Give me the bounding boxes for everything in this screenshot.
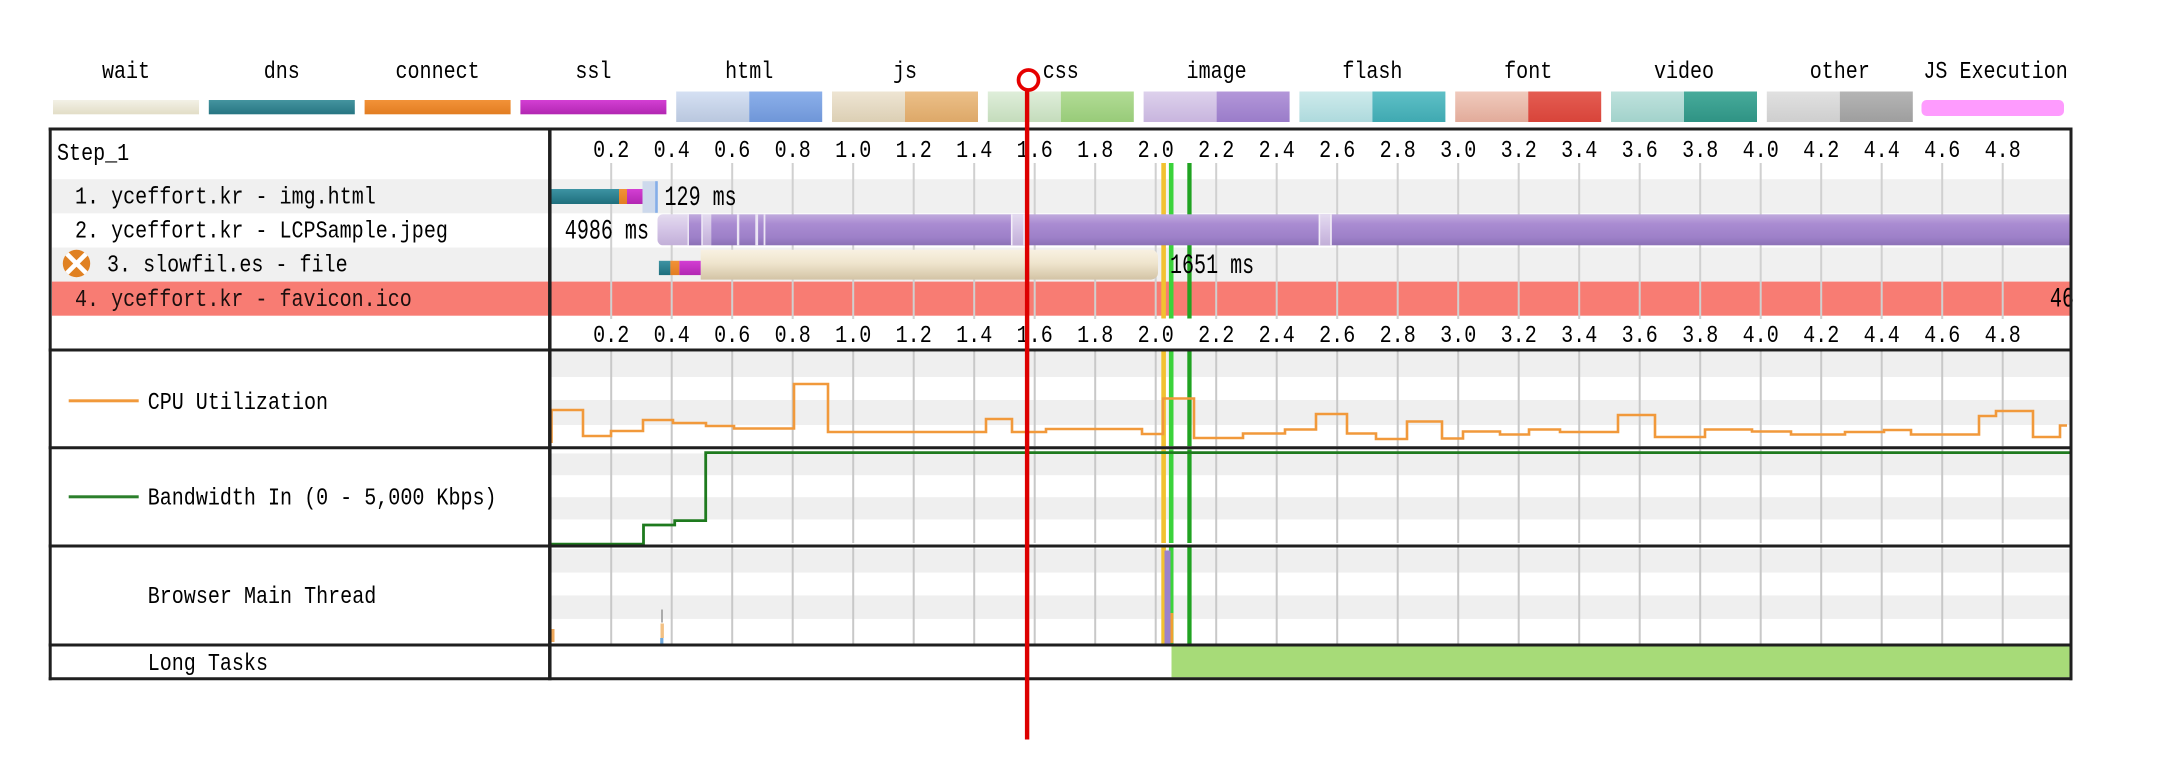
svg-text:css: css: [1043, 59, 1079, 86]
svg-text:2.6: 2.6: [1319, 138, 1355, 165]
svg-text:4.6: 4.6: [1924, 138, 1960, 165]
svg-text:2. yceffort.kr - LCPSample.jpe: 2. yceffort.kr - LCPSample.jpeg: [75, 219, 448, 246]
svg-text:other: other: [1810, 59, 1870, 86]
svg-text:font: font: [1504, 59, 1552, 86]
svg-text:1.6: 1.6: [1017, 138, 1053, 165]
svg-text:4.0: 4.0: [1743, 323, 1779, 350]
svg-text:3.0: 3.0: [1440, 323, 1476, 350]
svg-text:0.6: 0.6: [714, 323, 750, 350]
svg-text:2.8: 2.8: [1380, 138, 1416, 165]
svg-text:Long Tasks: Long Tasks: [148, 651, 268, 678]
svg-text:4.2: 4.2: [1803, 323, 1839, 350]
svg-text:3.0: 3.0: [1440, 138, 1476, 165]
svg-text:3.4: 3.4: [1561, 138, 1597, 165]
svg-text:0.4: 0.4: [654, 138, 690, 165]
svg-text:2.0: 2.0: [1138, 138, 1174, 165]
svg-text:3.4: 3.4: [1561, 323, 1597, 350]
svg-text:2.4: 2.4: [1259, 323, 1295, 350]
svg-text:4.2: 4.2: [1803, 138, 1839, 165]
svg-text:3.8: 3.8: [1682, 138, 1718, 165]
svg-text:0.4: 0.4: [654, 323, 690, 350]
svg-text:image: image: [1187, 59, 1247, 86]
svg-text:3.6: 3.6: [1622, 138, 1658, 165]
svg-text:1651 ms: 1651 ms: [1170, 251, 1254, 282]
svg-text:4.4: 4.4: [1864, 138, 1900, 165]
svg-text:4.8: 4.8: [1985, 323, 2021, 350]
svg-text:html: html: [725, 59, 773, 86]
svg-text:js: js: [893, 59, 917, 86]
svg-text:connect: connect: [396, 59, 480, 86]
svg-text:4.8: 4.8: [1985, 138, 2021, 165]
svg-text:2.2: 2.2: [1198, 323, 1234, 350]
svg-text:2.4: 2.4: [1259, 138, 1295, 165]
svg-text:0.8: 0.8: [775, 323, 811, 350]
svg-text:4.4: 4.4: [1864, 323, 1900, 350]
svg-text:3.2: 3.2: [1501, 323, 1537, 350]
svg-text:1.4: 1.4: [956, 323, 992, 350]
svg-text:3. slowfil.es - file: 3. slowfil.es - file: [107, 253, 348, 280]
svg-text:4.0: 4.0: [1743, 138, 1779, 165]
svg-text:3.2: 3.2: [1501, 138, 1537, 165]
svg-text:video: video: [1654, 59, 1714, 86]
svg-text:2.6: 2.6: [1319, 323, 1355, 350]
svg-text:2.2: 2.2: [1198, 138, 1234, 165]
svg-text:0.6: 0.6: [714, 138, 750, 165]
svg-text:2.0: 2.0: [1138, 323, 1174, 350]
svg-text:0.8: 0.8: [775, 138, 811, 165]
svg-text:4986 ms: 4986 ms: [565, 217, 649, 248]
svg-text:Browser Main Thread: Browser Main Thread: [148, 584, 377, 611]
svg-text:CPU Utilization: CPU Utilization: [148, 390, 328, 417]
svg-text:Step_1: Step_1: [57, 141, 129, 168]
svg-text:4. yceffort.kr - favicon.ico: 4. yceffort.kr - favicon.ico: [75, 287, 412, 314]
svg-text:wait: wait: [102, 59, 150, 86]
svg-text:3.6: 3.6: [1622, 323, 1658, 350]
svg-text:1.2: 1.2: [896, 138, 932, 165]
svg-text:1.4: 1.4: [956, 138, 992, 165]
svg-text:4.6: 4.6: [1924, 323, 1960, 350]
svg-text:1. yceffort.kr - img.html: 1. yceffort.kr - img.html: [75, 184, 376, 211]
svg-text:0.2: 0.2: [593, 323, 629, 350]
svg-text:JS Execution: JS Execution: [1923, 59, 2067, 86]
svg-text:Bandwidth In (0 - 5,000 Kbps): Bandwidth In (0 - 5,000 Kbps): [148, 486, 497, 513]
svg-text:2.8: 2.8: [1380, 323, 1416, 350]
svg-text:1.8: 1.8: [1077, 323, 1113, 350]
svg-text:3.8: 3.8: [1682, 323, 1718, 350]
svg-text:0.2: 0.2: [593, 138, 629, 165]
svg-text:1.6: 1.6: [1017, 323, 1053, 350]
svg-text:1.2: 1.2: [896, 323, 932, 350]
svg-text:1.8: 1.8: [1077, 138, 1113, 165]
svg-text:ssl: ssl: [575, 59, 611, 86]
svg-text:129 ms: 129 ms: [665, 183, 737, 214]
svg-text:dns: dns: [264, 59, 300, 86]
svg-text:1.0: 1.0: [835, 138, 871, 165]
svg-text:flash: flash: [1342, 59, 1402, 86]
svg-text:1.0: 1.0: [835, 323, 871, 350]
